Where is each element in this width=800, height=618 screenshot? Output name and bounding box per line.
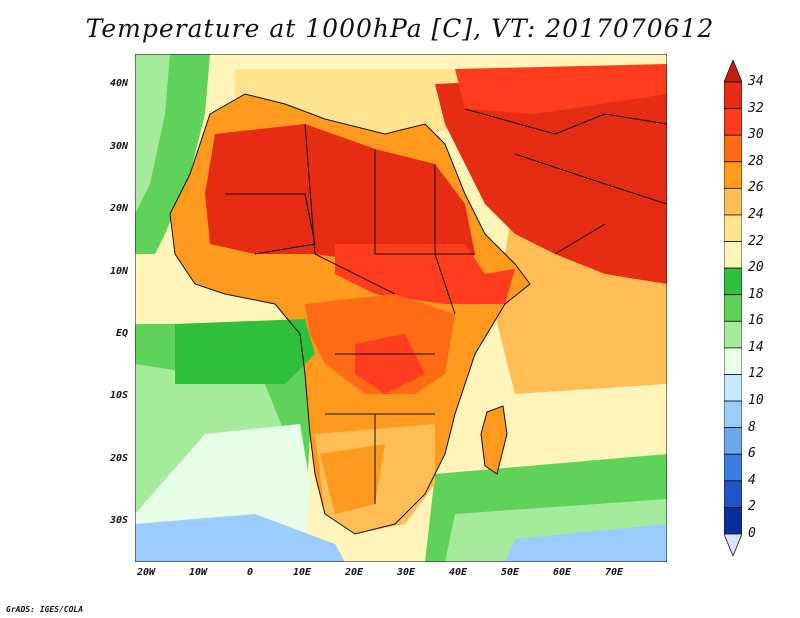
lat-tick-label: 10S xyxy=(109,390,128,401)
lon-tick-label: 40E xyxy=(448,567,468,578)
lat-tick-label: 10N xyxy=(109,266,128,277)
colorbar-swatch xyxy=(723,267,743,296)
lat-tick-label: 30N xyxy=(109,141,128,152)
colorbar-swatch xyxy=(723,81,743,109)
colorbar-tick-label: 32 xyxy=(748,100,764,116)
colorbar-tick-label: 4 xyxy=(748,472,756,488)
lon-tick-label: 60E xyxy=(552,567,572,578)
lon-tick-label: 30E xyxy=(396,567,416,578)
colorbar-tick-label: 28 xyxy=(748,153,764,169)
lon-tick-label: 70E xyxy=(604,567,624,578)
madagascar-zone xyxy=(481,406,507,474)
colorbar-swatch xyxy=(723,453,743,482)
colorbar-tick-label: 6 xyxy=(748,446,756,462)
middle-east-zone xyxy=(455,64,667,114)
colorbar-tick-label: 18 xyxy=(748,286,764,302)
colorbar-swatch xyxy=(723,241,743,269)
map-area xyxy=(135,54,667,562)
colorbar-tick-label: 14 xyxy=(748,339,764,355)
lon-tick-label: 20E xyxy=(344,567,364,578)
colorbar-tick-label: 30 xyxy=(748,127,764,143)
colorbar-tick-label: 16 xyxy=(748,313,764,329)
colorbar-tick-label: 34 xyxy=(748,74,764,89)
lat-tick-label: EQ xyxy=(115,328,128,339)
colorbar-tick-label: 0 xyxy=(748,526,756,541)
lon-tick-label: 50E xyxy=(500,567,520,578)
lon-tick-label: 20W xyxy=(136,567,156,578)
colorbar-swatch xyxy=(723,400,743,429)
country-borders xyxy=(169,93,667,535)
colorbar-bottom-arrow xyxy=(723,533,743,558)
lon-tick-label: 10W xyxy=(188,567,208,578)
colorbar-swatch xyxy=(723,320,743,349)
chart-title: Temperature at 1000hPa [C], VT: 20170706… xyxy=(85,14,715,43)
lat-tick-label: 30S xyxy=(109,515,128,526)
temperature-map xyxy=(135,54,667,562)
colorbar-swatch xyxy=(723,108,743,136)
colorbar-swatch xyxy=(723,161,743,189)
colorbar-swatch xyxy=(723,480,743,508)
lat-tick-label: 40N xyxy=(109,78,128,89)
colorbar-swatches xyxy=(723,58,743,558)
colorbar-tick-label: 8 xyxy=(748,419,756,435)
colorbar xyxy=(723,58,743,558)
colorbar-tick-label: 24 xyxy=(748,206,764,222)
credit-text: GrADS: IGES/COLA xyxy=(6,605,84,614)
colorbar-tick-label: 12 xyxy=(748,366,764,382)
colorbar-swatch xyxy=(723,294,743,322)
colorbar-swatch xyxy=(723,427,743,455)
colorbar-swatch xyxy=(723,374,743,402)
gulf-of-guinea-zone xyxy=(175,319,315,384)
colorbar-tick-label: 10 xyxy=(748,393,764,409)
arabian-peninsula-zone xyxy=(435,74,667,284)
lon-tick-label: 0 xyxy=(246,567,254,578)
colorbar-top-arrow xyxy=(723,58,743,83)
mediterranean-zone xyxy=(235,69,465,134)
sahel-zone xyxy=(335,244,515,304)
colorbar-swatch xyxy=(723,134,743,163)
kalahari-zone xyxy=(320,444,385,514)
colorbar-swatch xyxy=(723,347,743,375)
lat-tick-label: 20S xyxy=(109,453,128,464)
colorbar-tick-label: 26 xyxy=(748,180,764,196)
central-africa-hot-zone xyxy=(355,334,425,394)
colorbar-swatch xyxy=(723,187,743,216)
colorbar-tick-label: 20 xyxy=(748,260,764,276)
lon-tick-label: 10E xyxy=(292,567,312,578)
colorbar-swatch xyxy=(723,214,743,242)
colorbar-tick-label: 22 xyxy=(748,233,764,249)
north-atlantic-cool-zone xyxy=(135,54,170,214)
colorbar-swatch xyxy=(723,507,743,535)
sahara-zone xyxy=(205,124,475,274)
lat-tick-label: 20N xyxy=(109,203,128,214)
south-indian-cold-zone xyxy=(505,524,667,562)
colorbar-tick-label: 2 xyxy=(748,499,756,515)
southern-ocean-zone xyxy=(135,514,345,562)
